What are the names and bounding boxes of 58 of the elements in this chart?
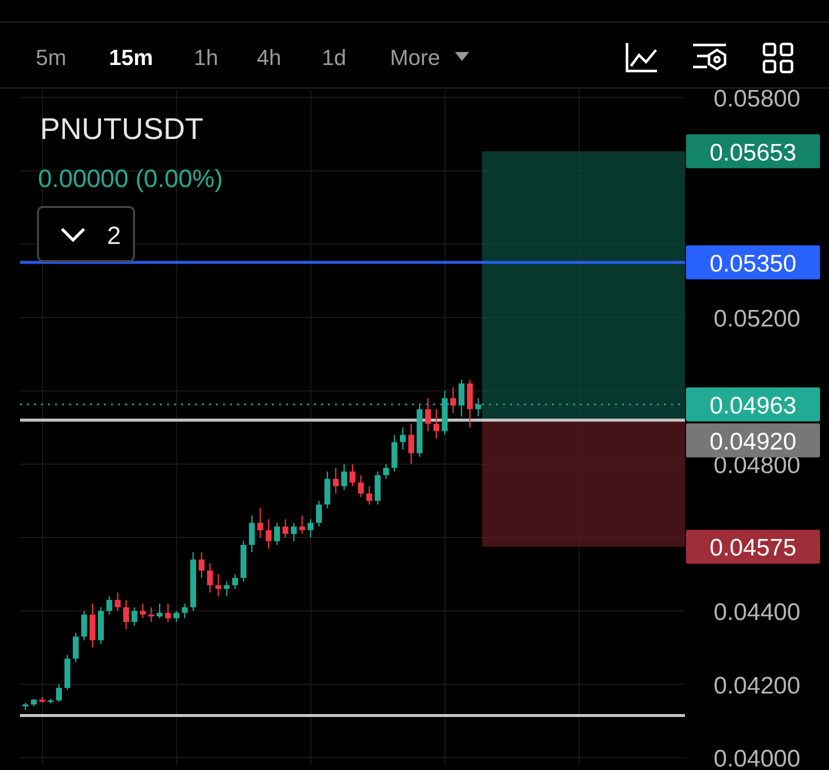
candlestick bbox=[274, 522, 280, 546]
ref-line-label: 0.04963 bbox=[710, 392, 796, 420]
candlestick bbox=[257, 508, 264, 538]
candlestick bbox=[366, 486, 372, 506]
candlestick bbox=[165, 602, 171, 623]
candlestick bbox=[433, 408, 440, 440]
text: 1h bbox=[194, 45, 218, 70]
text: More bbox=[390, 45, 440, 70]
candlestick bbox=[350, 464, 356, 487]
y-tick-label: 0.04200 bbox=[714, 672, 800, 700]
text: 4h bbox=[256, 45, 282, 70]
candlestick bbox=[290, 522, 297, 542]
candlestick bbox=[332, 467, 339, 494]
text: 1d bbox=[322, 45, 346, 70]
candlestick bbox=[106, 596, 112, 616]
text: PNUTUSDT bbox=[40, 113, 204, 146]
candlestick bbox=[282, 518, 288, 538]
candlestick bbox=[72, 632, 79, 663]
candlestick bbox=[140, 602, 146, 619]
candlestick bbox=[358, 474, 364, 498]
candlestick bbox=[215, 574, 222, 597]
candlestick bbox=[341, 464, 348, 490]
candlestick bbox=[224, 580, 230, 597]
candlestick bbox=[458, 379, 464, 418]
candlestick bbox=[123, 599, 130, 630]
candlestick bbox=[132, 606, 138, 626]
candlestick bbox=[232, 574, 238, 590]
candlestick bbox=[182, 602, 188, 619]
y-tick-label: 0.05200 bbox=[714, 305, 800, 332]
ref-line-label: 0.05350 bbox=[710, 250, 796, 278]
y-tick-label: 0.05800 bbox=[714, 85, 800, 112]
candlestick bbox=[173, 610, 180, 623]
candlestick bbox=[408, 423, 414, 465]
candlestick bbox=[148, 606, 154, 623]
dropdown-button: 2 bbox=[37, 206, 135, 262]
annotation: 2 bbox=[107, 222, 121, 250]
candlestick bbox=[299, 514, 306, 534]
candlestick bbox=[56, 684, 62, 702]
text: 15m bbox=[108, 45, 154, 70]
candlestick bbox=[207, 562, 213, 594]
y-tick-label: 0.04400 bbox=[714, 598, 800, 626]
y-tick-label: 0.04000 bbox=[714, 746, 800, 770]
candlestick bbox=[248, 514, 255, 553]
candlestick bbox=[450, 386, 456, 414]
band-label: 0.04575 bbox=[710, 534, 796, 562]
text: 0.00000 (0.00%) bbox=[38, 165, 223, 193]
text: 5m bbox=[36, 45, 66, 70]
candlestick bbox=[425, 398, 431, 432]
candlestick bbox=[400, 426, 406, 450]
candlestick bbox=[316, 500, 322, 528]
candlestick bbox=[308, 518, 314, 538]
candlestick bbox=[114, 592, 121, 612]
candlestick bbox=[266, 518, 272, 550]
candlestick bbox=[156, 602, 163, 619]
candlestick bbox=[383, 464, 389, 480]
band-label: 0.05653 bbox=[710, 139, 796, 166]
candlestick bbox=[198, 552, 204, 579]
candlestick bbox=[81, 610, 88, 641]
